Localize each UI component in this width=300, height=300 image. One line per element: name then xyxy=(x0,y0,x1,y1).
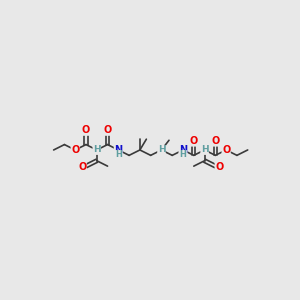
Text: H: H xyxy=(201,146,208,154)
Text: N: N xyxy=(114,145,122,155)
Text: O: O xyxy=(190,136,198,146)
Text: O: O xyxy=(78,162,86,172)
Text: H: H xyxy=(93,146,100,154)
Text: H: H xyxy=(180,151,186,160)
Text: O: O xyxy=(211,136,220,146)
Text: O: O xyxy=(82,125,90,135)
Text: O: O xyxy=(215,162,223,172)
Text: O: O xyxy=(71,145,79,155)
Text: O: O xyxy=(103,125,112,135)
Text: H: H xyxy=(158,146,165,154)
Text: H: H xyxy=(115,151,122,160)
Text: N: N xyxy=(179,145,187,155)
Text: O: O xyxy=(222,145,230,155)
